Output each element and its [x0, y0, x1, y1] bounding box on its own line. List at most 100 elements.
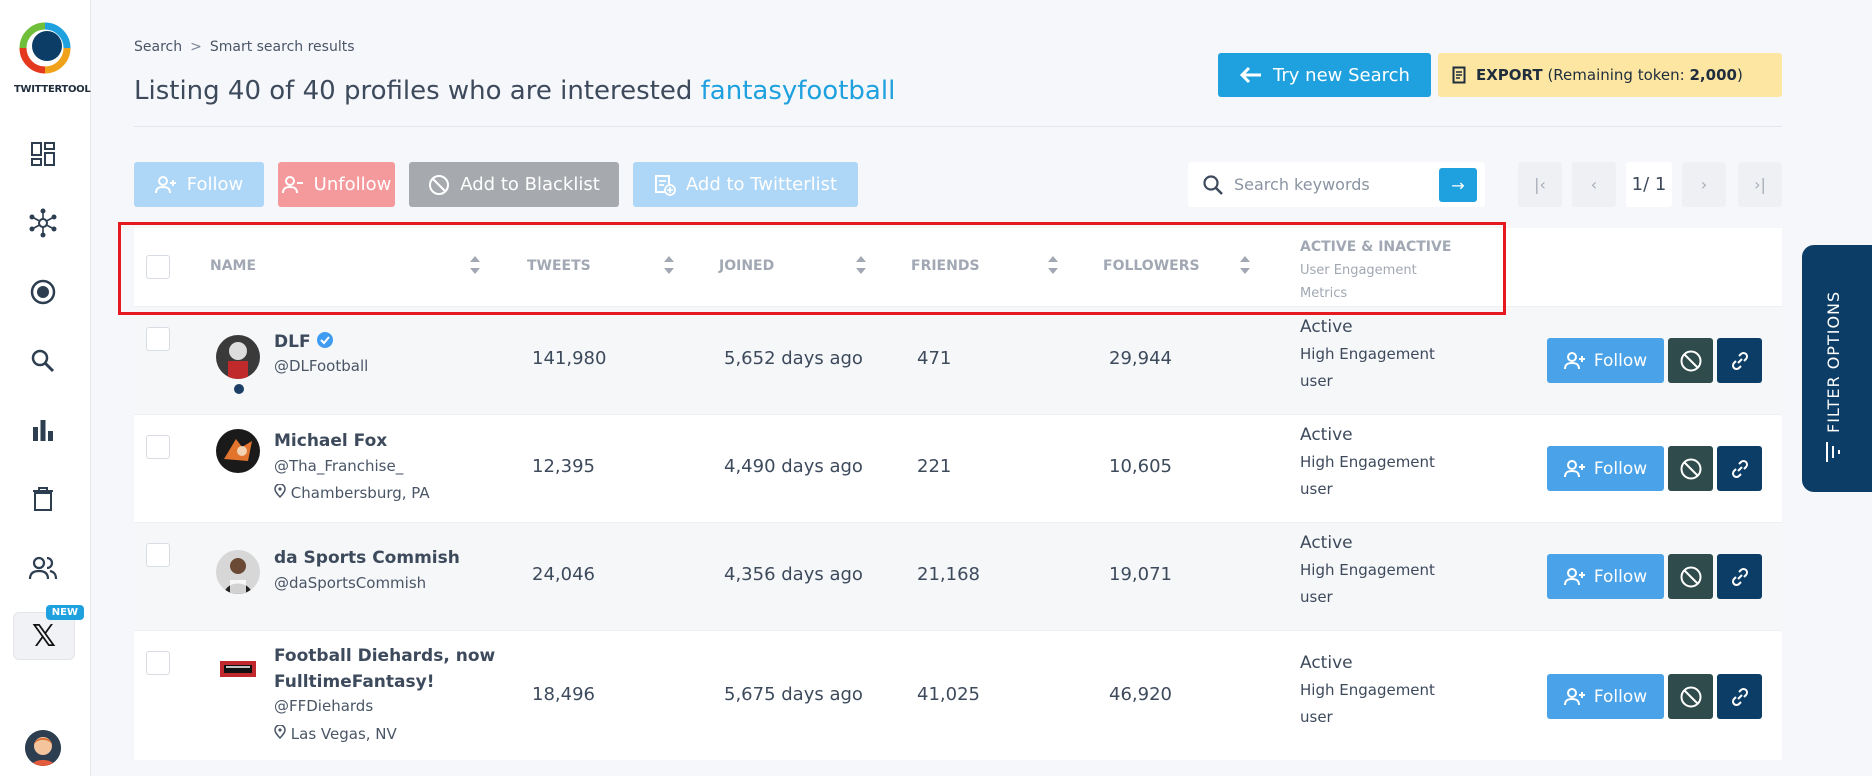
tweets-cell: 141,980	[532, 348, 607, 369]
sort-tweets-icon[interactable]	[663, 254, 675, 276]
sort-friends-icon[interactable]	[1047, 254, 1059, 276]
arrow-left-icon	[1239, 66, 1262, 84]
first-page-icon: |‹	[1534, 175, 1546, 194]
tweets-cell: 24,046	[532, 564, 595, 585]
row-block-button[interactable]	[1668, 554, 1713, 599]
row-block-button[interactable]	[1668, 446, 1713, 491]
bulk-follow-button[interactable]: Follow	[134, 162, 264, 207]
row-follow-button[interactable]: Follow	[1547, 338, 1664, 383]
row-link-button[interactable]	[1717, 554, 1762, 599]
x-platform-button[interactable]: 𝕏 NEW	[13, 605, 84, 660]
network-icon[interactable]	[27, 207, 59, 239]
profile-name[interactable]: Football Diehards, now FulltimeFantasy!	[274, 643, 495, 695]
target-icon[interactable]	[27, 276, 59, 308]
profile-handle[interactable]: @daSportsCommish	[274, 574, 427, 592]
search-submit-button[interactable]: →	[1439, 168, 1477, 202]
last-page-button[interactable]: ›|	[1738, 162, 1782, 207]
engagement-meta-1: High Engagement	[1300, 681, 1435, 699]
link-icon	[1731, 459, 1748, 478]
first-page-button[interactable]: |‹	[1518, 162, 1562, 207]
profile-avatar[interactable]	[216, 429, 260, 473]
user-avatar[interactable]	[25, 730, 61, 766]
header-tweets[interactable]: TWEETS	[527, 258, 591, 274]
header-divider	[134, 126, 1782, 127]
profile-name[interactable]: da Sports Commish	[274, 545, 460, 571]
verified-icon	[317, 332, 334, 348]
add-to-twitterlist-button[interactable]: Add to Twitterlist	[633, 162, 858, 207]
table-header: NAME TWEETS JOINED FRIENDS FOLLOWERS ACT…	[134, 228, 1782, 306]
friends-cell: 21,168	[917, 564, 980, 585]
new-badge: NEW	[45, 605, 84, 620]
followers-cell: 46,920	[1109, 684, 1172, 705]
profile-name[interactable]: DLF	[274, 329, 334, 355]
tweets-cell: 12,395	[532, 456, 595, 477]
row-block-button[interactable]	[1668, 674, 1713, 719]
friends-cell: 471	[917, 348, 952, 369]
bulk-unfollow-button[interactable]: Unfollow	[278, 162, 395, 207]
profile-handle[interactable]: @FFDiehards	[274, 697, 374, 715]
profile-avatar[interactable]	[216, 647, 260, 691]
row-checkbox[interactable]	[146, 327, 170, 351]
next-page-button[interactable]: ›	[1682, 162, 1726, 207]
row-link-button[interactable]	[1717, 446, 1762, 491]
trash-icon[interactable]	[27, 483, 59, 515]
search-icon	[1203, 174, 1223, 195]
keyword-search-input[interactable]	[1234, 175, 1434, 194]
header-followers[interactable]: FOLLOWERS	[1103, 258, 1200, 274]
sort-name-icon[interactable]	[469, 254, 481, 276]
row-checkbox[interactable]	[146, 543, 170, 567]
export-button[interactable]: EXPORT (Remaining token: 2,000)	[1438, 53, 1782, 97]
profile-handle[interactable]: @Tha_Franchise_	[274, 457, 404, 475]
online-dot	[234, 384, 244, 394]
row-block-button[interactable]	[1668, 338, 1713, 383]
block-icon	[1680, 566, 1701, 587]
header-status: ACTIVE & INACTIVE User Engagement Metric…	[1300, 236, 1451, 305]
filter-options-label: FILTER OPTIONS	[1824, 291, 1843, 463]
row-follow-button[interactable]: Follow	[1547, 554, 1664, 599]
filter-options-tab[interactable]: FILTER OPTIONS	[1802, 245, 1872, 492]
sort-followers-icon[interactable]	[1239, 254, 1251, 276]
export-note-suffix: )	[1736, 66, 1743, 84]
status-cell: Active High Engagement user	[1300, 530, 1435, 611]
prev-page-button[interactable]: ‹	[1572, 162, 1616, 207]
bar-chart-icon[interactable]	[27, 414, 59, 446]
add-to-blacklist-button[interactable]: Add to Blacklist	[409, 162, 619, 207]
table-row: Football Diehards, now FulltimeFantasy! …	[134, 630, 1782, 760]
row-checkbox[interactable]	[146, 435, 170, 459]
profile-name[interactable]: Michael Fox	[274, 428, 387, 454]
profile-name-line2: FulltimeFantasy!	[274, 672, 435, 692]
search-icon[interactable]	[27, 345, 59, 377]
row-link-button[interactable]	[1717, 674, 1762, 719]
header-friends[interactable]: FRIENDS	[911, 258, 980, 274]
header-joined[interactable]: JOINED	[719, 258, 775, 274]
export-tokens: 2,000	[1689, 66, 1737, 84]
engagement-meta-2: user	[1300, 588, 1333, 606]
engagement-meta-1: High Engagement	[1300, 345, 1435, 363]
row-checkbox[interactable]	[146, 651, 170, 675]
filter-options-text: FILTER OPTIONS	[1824, 290, 1843, 433]
select-all-checkbox[interactable]	[146, 255, 170, 279]
link-icon	[1731, 687, 1748, 706]
bulk-unfollow-label: Unfollow	[313, 174, 392, 195]
add-user-icon	[154, 175, 176, 193]
next-page-icon: ›	[1700, 175, 1708, 194]
joined-cell: 4,356 days ago	[724, 564, 863, 585]
row-follow-button[interactable]: Follow	[1547, 674, 1664, 719]
profile-avatar[interactable]	[216, 550, 260, 594]
add-user-icon	[1563, 459, 1585, 477]
try-new-search-button[interactable]: Try new Search	[1218, 53, 1431, 97]
header-name[interactable]: NAME	[210, 258, 257, 274]
profile-handle[interactable]: @DLFootball	[274, 357, 369, 375]
sort-joined-icon[interactable]	[855, 254, 867, 276]
app-logo[interactable]: TWITTERTOOL	[14, 22, 91, 95]
row-link-button[interactable]	[1717, 338, 1762, 383]
profile-avatar[interactable]	[216, 335, 260, 379]
status-text: Active	[1300, 425, 1353, 445]
engagement-meta-1: High Engagement	[1300, 453, 1435, 471]
logo-text: TWITTERTOOL	[14, 84, 91, 95]
users-icon[interactable]	[27, 552, 59, 584]
engagement-meta-2: user	[1300, 480, 1333, 498]
row-follow-button[interactable]: Follow	[1547, 446, 1664, 491]
dashboard-icon[interactable]	[27, 138, 59, 170]
breadcrumb-root[interactable]: Search	[134, 39, 183, 55]
